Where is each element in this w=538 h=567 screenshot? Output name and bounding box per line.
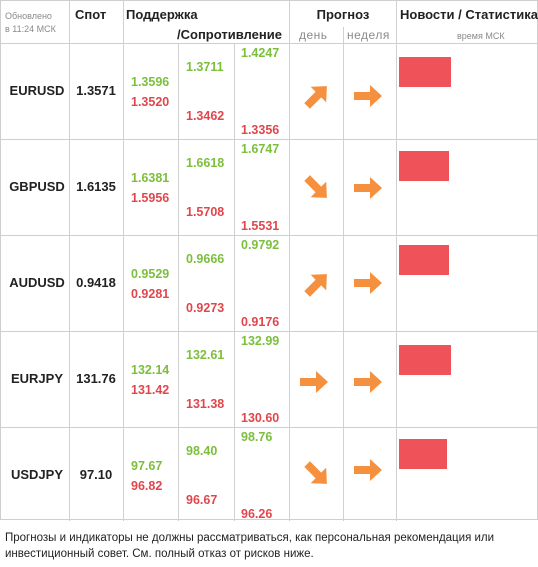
support-3: 98.76 bbox=[241, 430, 273, 444]
support-2: 1.6618 bbox=[186, 156, 225, 170]
news-header: Новости / Статистика bbox=[399, 7, 538, 22]
support-header: Поддержка bbox=[126, 7, 198, 22]
resistance-1: 0.9281 bbox=[131, 287, 170, 301]
updated-text: Обновлено bbox=[5, 11, 52, 21]
resistance-header: /Сопротивление bbox=[177, 27, 282, 42]
resistance-1: 131.42 bbox=[131, 383, 170, 397]
table-row: AUDUSD 0.9418 0.9529 0.9281 0.9666 0.927… bbox=[1, 235, 538, 331]
grid-line bbox=[69, 1, 70, 521]
spot-price: 1.3571 bbox=[76, 83, 116, 98]
arrow-right-icon bbox=[354, 272, 382, 294]
grid-line bbox=[289, 1, 290, 521]
support-1: 132.14 bbox=[131, 363, 170, 377]
grid-line bbox=[343, 27, 344, 521]
support-3: 1.6747 bbox=[241, 142, 280, 156]
support-2: 98.40 bbox=[186, 444, 218, 458]
support-1: 0.9529 bbox=[131, 267, 170, 281]
forecast-day-header: день bbox=[299, 28, 328, 42]
forecast-table: Обновлено в 11:24 МСК Спот Поддержка /Со… bbox=[0, 0, 538, 523]
resistance-1: 96.82 bbox=[131, 479, 163, 493]
arrow-down-right-icon bbox=[304, 461, 327, 484]
resistance-2: 1.5708 bbox=[186, 205, 225, 219]
resistance-2: 1.3462 bbox=[186, 109, 225, 123]
grid-line bbox=[1, 331, 538, 332]
table-row: USDJPY 97.10 97.67 96.82 98.40 96.67 98.… bbox=[1, 427, 538, 523]
news-bar[interactable] bbox=[399, 57, 451, 87]
resistance-1: 1.5956 bbox=[131, 191, 170, 205]
support-3: 0.9792 bbox=[241, 238, 280, 252]
arrow-right-icon bbox=[354, 177, 382, 199]
support-2: 1.3711 bbox=[186, 60, 224, 74]
disclaimer-text: Прогнозы и индикаторы не должны рассматр… bbox=[5, 532, 495, 560]
grid-line bbox=[1, 235, 538, 236]
support-1: 1.3596 bbox=[131, 75, 170, 89]
spot-price: 1.6135 bbox=[76, 179, 116, 194]
resistance-3: 0.9176 bbox=[241, 315, 280, 329]
forecast-week-header: неделя bbox=[347, 28, 390, 42]
support-3: 132.99 bbox=[241, 334, 280, 348]
resistance-2: 96.67 bbox=[186, 493, 218, 507]
updated-time: в 11:24 МСК bbox=[5, 24, 56, 34]
news-time-label: время МСК bbox=[457, 31, 505, 41]
arrow-right-icon bbox=[354, 459, 382, 481]
resistance-2: 0.9273 bbox=[186, 301, 225, 315]
resistance-1: 1.3520 bbox=[131, 95, 170, 109]
resistance-3: 1.3356 bbox=[241, 123, 280, 137]
resistance-3: 96.26 bbox=[241, 507, 273, 521]
arrow-down-right-icon bbox=[304, 175, 327, 198]
news-bar[interactable] bbox=[399, 345, 451, 375]
table-row: EURUSD 1.3571 1.3596 1.3520 1.3711 1.346… bbox=[1, 43, 538, 139]
arrow-up-right-icon bbox=[304, 86, 327, 109]
spot-header: Спот bbox=[75, 7, 107, 22]
resistance-3: 130.60 bbox=[241, 411, 280, 425]
grid-line bbox=[178, 43, 179, 521]
spot-price: 131.76 bbox=[76, 371, 116, 386]
pair-name: USDJPY bbox=[10, 467, 64, 482]
grid-line bbox=[123, 1, 124, 521]
news-bar[interactable] bbox=[399, 245, 449, 275]
grid-line bbox=[1, 43, 538, 44]
resistance-2: 131.38 bbox=[186, 397, 225, 411]
pair-name: AUDUSD bbox=[9, 275, 65, 290]
grid-line bbox=[396, 1, 397, 521]
table-row: GBPUSD 1.6135 1.6381 1.5956 1.6618 1.570… bbox=[1, 139, 538, 235]
grid-line bbox=[1, 139, 538, 140]
support-1: 1.6381 bbox=[131, 171, 170, 185]
pair-name: GBPUSD bbox=[9, 179, 65, 194]
spot-price: 0.9418 bbox=[76, 275, 116, 290]
arrow-right-icon bbox=[354, 85, 382, 107]
pair-name: EURJPY bbox=[10, 371, 64, 386]
arrow-right-icon bbox=[354, 371, 382, 393]
resistance-3: 1.5531 bbox=[241, 219, 280, 233]
grid-line bbox=[1, 427, 538, 428]
news-bar[interactable] bbox=[399, 151, 449, 181]
support-2: 132.61 bbox=[186, 348, 225, 362]
arrow-up-right-icon bbox=[304, 274, 327, 297]
support-2: 0.9666 bbox=[186, 252, 225, 266]
forecast-header: Прогноз bbox=[316, 7, 370, 22]
table-row: EURJPY 131.76 132.14 131.42 132.61 131.3… bbox=[1, 331, 538, 427]
arrow-right-icon bbox=[300, 371, 328, 393]
support-1: 97.67 bbox=[131, 459, 163, 473]
support-3: 1.4247 bbox=[241, 46, 280, 60]
grid-line bbox=[234, 43, 235, 521]
news-bar[interactable] bbox=[399, 439, 447, 469]
spot-price: 97.10 bbox=[79, 467, 113, 482]
pair-name: EURUSD bbox=[9, 83, 65, 98]
updated-label: Обновлено в 11:24 МСК bbox=[5, 10, 69, 36]
